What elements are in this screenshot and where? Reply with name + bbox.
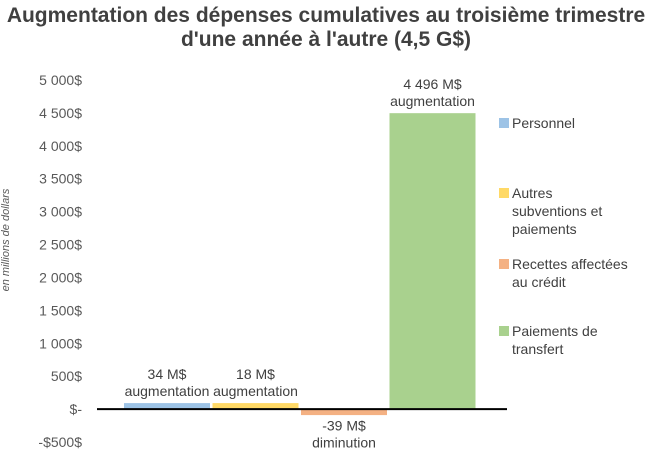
bar-1 [124,403,210,410]
data-label: 4 496 M$ [403,76,462,92]
data-label: augmentation [125,383,210,399]
legend-label: Paiements de transfert [512,322,598,358]
data-label: diminution [312,435,376,451]
legend-label: Personnel [512,114,575,132]
legend-swatch [499,188,509,198]
bar-2 [212,403,299,410]
legend-item-3: Recettes affectées au crédit [499,255,644,291]
legend-label-line: transfert [512,341,564,357]
legend-label: Recettes affectées au crédit [512,255,628,291]
y-tick-label: 2 500$ [39,237,82,253]
chart-title: Augmentation des dépenses cumulatives au… [6,4,646,51]
legend-label-line: Autres [512,185,553,201]
legend-label-line: Personnel [512,115,576,131]
y-tick-label: 1 500$ [39,302,82,318]
legend-label-line: Paiements de [512,323,598,339]
bar-3 [301,409,387,416]
y-tick-label: 500$ [51,368,82,384]
y-tick-label: 3 500$ [39,171,82,187]
legend-swatch [499,118,509,128]
legend-label-line: paiements [512,221,577,237]
y-tick-label: $- [70,401,83,417]
data-label: 18 M$ [236,366,275,382]
legend-label-line: subventions et [512,203,603,219]
y-tick-label: 2 000$ [39,269,82,285]
legend-label-line: Recettes affectées [512,256,628,272]
y-tick-label: 3 000$ [39,204,82,220]
data-label: augmentation [390,93,475,109]
legend-label-line: au crédit [512,274,566,290]
legend-item-4: Paiements de transfert [499,322,644,358]
y-tick-label: 5 000$ [39,72,82,88]
legend-item-2: Autres subventions et paiements [499,184,644,238]
legend-item-1: Personnel [499,114,644,132]
y-tick-label: -$500$ [38,434,82,450]
bar-4 [389,113,476,410]
data-label: -39 M$ [322,418,366,434]
y-tick-label: 4 500$ [39,105,82,121]
y-tick-label: 4 000$ [39,138,82,154]
data-label: augmentation [213,383,298,399]
data-label: 34 M$ [148,366,187,382]
y-tick-label: 1 000$ [39,335,82,351]
legend-swatch [499,326,509,336]
legend-swatch [499,259,509,269]
legend-label: Autres subventions et paiements [512,184,602,238]
